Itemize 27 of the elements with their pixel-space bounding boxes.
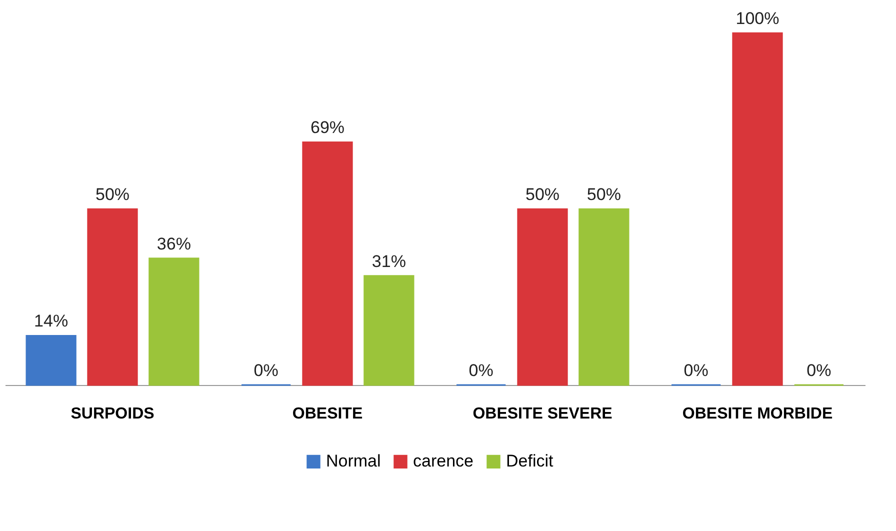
bar (364, 275, 414, 386)
x-tick-label: OBESITE (292, 406, 363, 422)
bar (732, 32, 783, 386)
x-tick-label: SURPOIDS (70, 406, 155, 422)
x-tick-label: OBESITE SEVERE (472, 406, 613, 422)
bar (578, 208, 630, 386)
data-label: 0% (684, 361, 708, 380)
bar (517, 208, 568, 386)
data-label: 50% (525, 185, 560, 204)
data-label: 36% (156, 234, 191, 254)
data-label: 14% (34, 312, 68, 331)
data-label: 50% (586, 185, 621, 204)
data-label: 0% (254, 361, 278, 380)
data-label: 0% (468, 361, 494, 380)
data-label: 31% (372, 252, 406, 271)
legend-label: Deficit (506, 452, 554, 471)
legend-label: Normal (326, 452, 381, 471)
bar (26, 334, 76, 386)
data-label: 0% (806, 361, 832, 380)
data-label: 100% (736, 9, 780, 28)
data-label: 50% (95, 185, 130, 204)
bar (148, 258, 200, 386)
data-label: 69% (310, 118, 345, 138)
legend-label: carence (413, 452, 474, 471)
bar (302, 141, 353, 386)
x-tick-label: OBESITE MORBIDE (682, 406, 833, 422)
bar (87, 208, 138, 386)
